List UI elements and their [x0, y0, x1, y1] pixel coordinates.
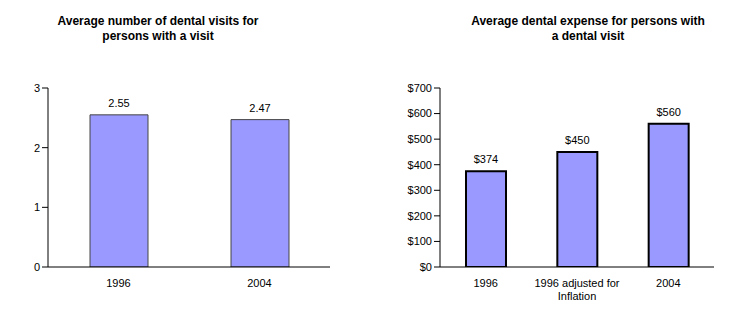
svg-text:1996: 1996: [106, 277, 130, 289]
svg-text:2.47: 2.47: [249, 102, 270, 114]
svg-text:$450: $450: [565, 134, 589, 146]
svg-text:$300: $300: [408, 184, 432, 196]
svg-text:$400: $400: [408, 159, 432, 171]
svg-text:$374: $374: [474, 153, 498, 165]
svg-text:$700: $700: [408, 82, 432, 94]
svg-text:$100: $100: [408, 235, 432, 247]
svg-text:1996: 1996: [473, 277, 497, 289]
svg-text:3: 3: [34, 82, 40, 94]
svg-text:2.55: 2.55: [108, 97, 129, 109]
svg-text:1: 1: [34, 201, 40, 213]
html-text:Average dental expense for per: Average dental expense for persons with …: [471, 14, 705, 43]
svg-text:$0: $0: [420, 261, 432, 273]
svg-text:0: 0: [34, 261, 40, 273]
html-text:Average number of dental visit: Average number of dental visits for pers…: [57, 14, 259, 43]
svg-text:$500: $500: [408, 133, 432, 145]
svg-text:2: 2: [34, 142, 40, 154]
svg-text:1996 adjusted forInflation: 1996 adjusted forInflation: [534, 277, 619, 302]
svg-text:2004: 2004: [247, 277, 271, 289]
svg-text:$560: $560: [656, 106, 680, 118]
svg-text:2004: 2004: [656, 277, 680, 289]
svg-text:$200: $200: [408, 210, 432, 222]
svg-text:$600: $600: [408, 107, 432, 119]
